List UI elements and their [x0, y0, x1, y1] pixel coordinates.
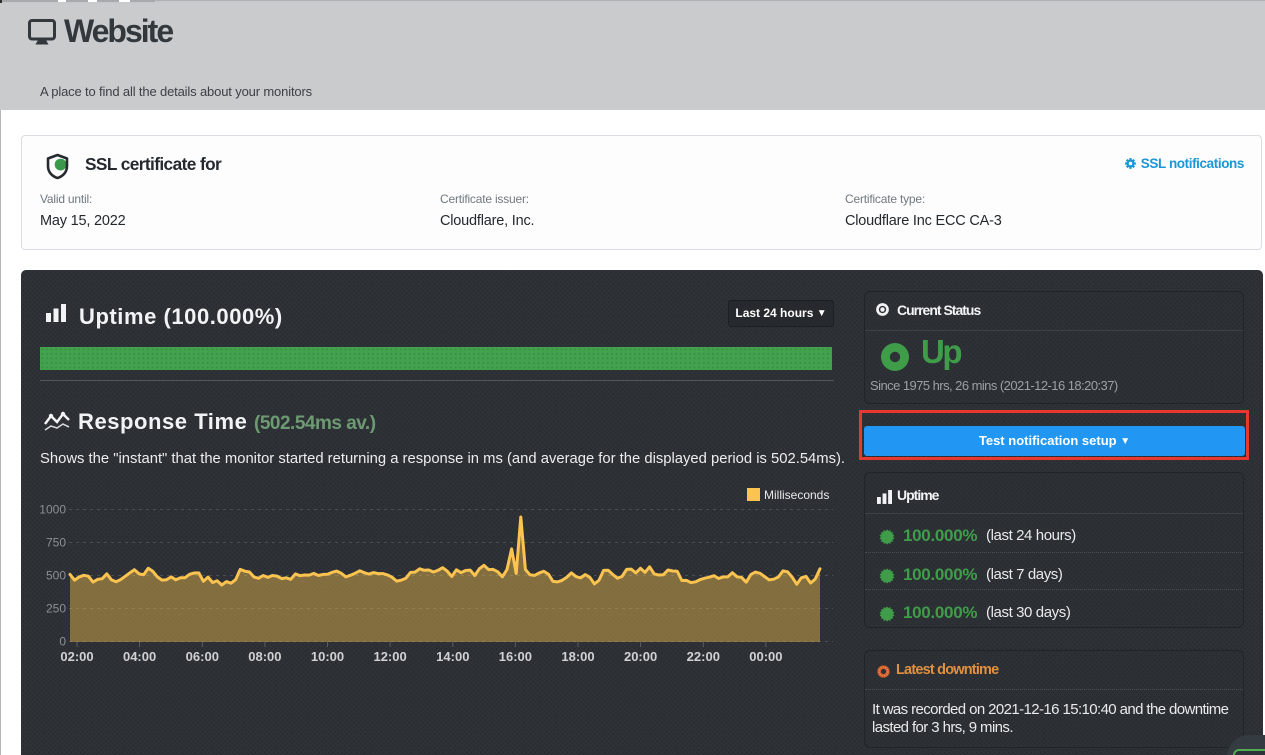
svg-text:22:00: 22:00 [687, 649, 720, 664]
svg-text:1000: 1000 [40, 503, 66, 517]
svg-text:750: 750 [46, 536, 66, 550]
svg-text:06:00: 06:00 [186, 649, 219, 664]
svg-text:02:00: 02:00 [60, 649, 93, 664]
svg-text:04:00: 04:00 [123, 649, 156, 664]
svg-text:18:00: 18:00 [561, 649, 594, 664]
svg-text:16:00: 16:00 [499, 649, 532, 664]
svg-text:08:00: 08:00 [248, 649, 281, 664]
svg-text:250: 250 [46, 602, 66, 616]
svg-text:10:00: 10:00 [311, 649, 344, 664]
svg-text:500: 500 [46, 569, 66, 583]
svg-text:14:00: 14:00 [436, 649, 469, 664]
svg-text:0: 0 [59, 635, 66, 649]
svg-text:12:00: 12:00 [373, 649, 406, 664]
svg-text:Milliseconds: Milliseconds [764, 488, 829, 502]
svg-text:20:00: 20:00 [624, 649, 657, 664]
svg-text:00:00: 00:00 [749, 649, 782, 664]
